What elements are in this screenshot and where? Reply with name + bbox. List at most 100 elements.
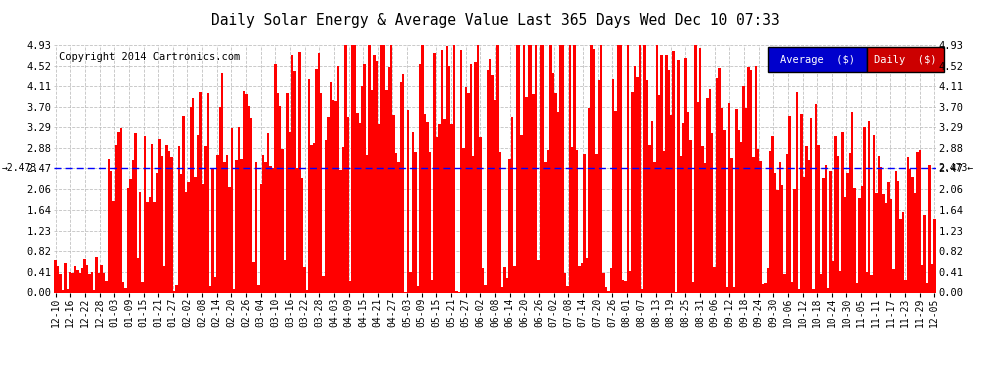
Bar bbox=[899, 219, 902, 292]
Bar bbox=[853, 189, 856, 292]
Bar bbox=[658, 95, 660, 292]
Bar bbox=[472, 156, 474, 292]
Bar bbox=[559, 45, 561, 292]
Bar bbox=[581, 263, 583, 292]
Bar bbox=[622, 280, 624, 292]
Bar bbox=[197, 135, 199, 292]
Bar bbox=[105, 281, 108, 292]
Bar bbox=[701, 146, 704, 292]
Bar bbox=[293, 70, 296, 292]
Bar bbox=[269, 166, 271, 292]
Bar bbox=[281, 149, 284, 292]
Bar bbox=[392, 115, 395, 292]
Bar bbox=[427, 122, 429, 292]
Bar bbox=[549, 45, 551, 292]
Bar bbox=[694, 45, 697, 292]
Bar bbox=[345, 45, 346, 292]
Bar bbox=[142, 282, 144, 292]
Bar bbox=[402, 74, 405, 292]
Bar bbox=[518, 45, 521, 292]
Bar bbox=[315, 69, 318, 292]
Bar bbox=[434, 53, 436, 292]
Bar bbox=[818, 145, 820, 292]
Bar bbox=[926, 283, 929, 292]
Bar bbox=[916, 152, 919, 292]
Text: Average  ($): Average ($) bbox=[780, 55, 855, 65]
Bar bbox=[749, 70, 752, 292]
Bar bbox=[738, 130, 740, 292]
Bar bbox=[877, 156, 880, 292]
Bar bbox=[842, 132, 843, 292]
Bar bbox=[132, 160, 134, 292]
Bar bbox=[670, 115, 672, 292]
Bar bbox=[848, 153, 851, 292]
Bar bbox=[342, 147, 345, 292]
Bar bbox=[576, 150, 578, 292]
Bar bbox=[721, 108, 723, 292]
Bar bbox=[680, 156, 682, 292]
Bar bbox=[800, 114, 803, 292]
Bar bbox=[521, 135, 523, 292]
Bar bbox=[600, 45, 603, 292]
Bar bbox=[909, 169, 912, 292]
Bar bbox=[846, 173, 848, 292]
Bar bbox=[337, 66, 340, 292]
Bar bbox=[566, 286, 568, 292]
Bar bbox=[605, 286, 607, 292]
Bar bbox=[561, 45, 563, 292]
Bar bbox=[766, 268, 769, 292]
Text: Daily Solar Energy & Average Value Last 365 Days Wed Dec 10 07:33: Daily Solar Energy & Average Value Last … bbox=[211, 13, 779, 28]
Bar bbox=[419, 64, 422, 292]
Bar bbox=[328, 117, 330, 292]
Bar bbox=[163, 266, 165, 292]
Bar bbox=[330, 82, 332, 292]
Bar bbox=[148, 197, 151, 292]
Bar bbox=[733, 287, 736, 292]
Bar bbox=[655, 45, 658, 292]
Bar bbox=[301, 178, 303, 292]
Bar bbox=[568, 45, 571, 292]
Bar bbox=[516, 45, 518, 292]
Bar bbox=[689, 140, 692, 292]
Bar bbox=[632, 92, 634, 292]
Bar bbox=[204, 146, 207, 292]
Bar bbox=[93, 290, 95, 292]
Bar bbox=[243, 91, 246, 292]
Bar bbox=[291, 55, 293, 292]
Bar bbox=[479, 137, 482, 292]
Bar bbox=[444, 119, 446, 292]
Bar bbox=[264, 162, 267, 292]
Bar bbox=[740, 142, 742, 292]
Bar bbox=[353, 45, 356, 292]
Bar bbox=[137, 258, 139, 292]
Bar bbox=[100, 265, 103, 292]
Bar bbox=[687, 112, 689, 292]
Bar bbox=[578, 266, 581, 292]
Bar bbox=[648, 145, 650, 292]
Bar bbox=[431, 280, 434, 292]
Bar bbox=[177, 146, 180, 292]
Bar bbox=[759, 161, 761, 292]
Bar bbox=[832, 261, 835, 292]
Bar bbox=[907, 157, 909, 292]
Bar bbox=[726, 286, 728, 292]
Text: →2.473: →2.473 bbox=[2, 164, 37, 173]
Bar bbox=[113, 201, 115, 292]
Bar bbox=[820, 274, 822, 292]
Bar bbox=[885, 203, 887, 292]
Bar bbox=[662, 151, 665, 292]
Bar bbox=[182, 116, 185, 292]
Bar bbox=[69, 272, 71, 292]
Bar bbox=[54, 260, 56, 292]
Bar bbox=[827, 288, 830, 292]
Bar bbox=[390, 45, 392, 292]
Bar bbox=[912, 177, 914, 292]
Bar bbox=[865, 272, 868, 292]
Bar bbox=[781, 185, 783, 292]
Bar bbox=[873, 135, 875, 292]
Bar bbox=[585, 258, 588, 292]
Bar bbox=[158, 139, 160, 292]
Bar bbox=[825, 165, 827, 292]
Bar bbox=[880, 167, 882, 292]
Bar bbox=[533, 94, 535, 292]
